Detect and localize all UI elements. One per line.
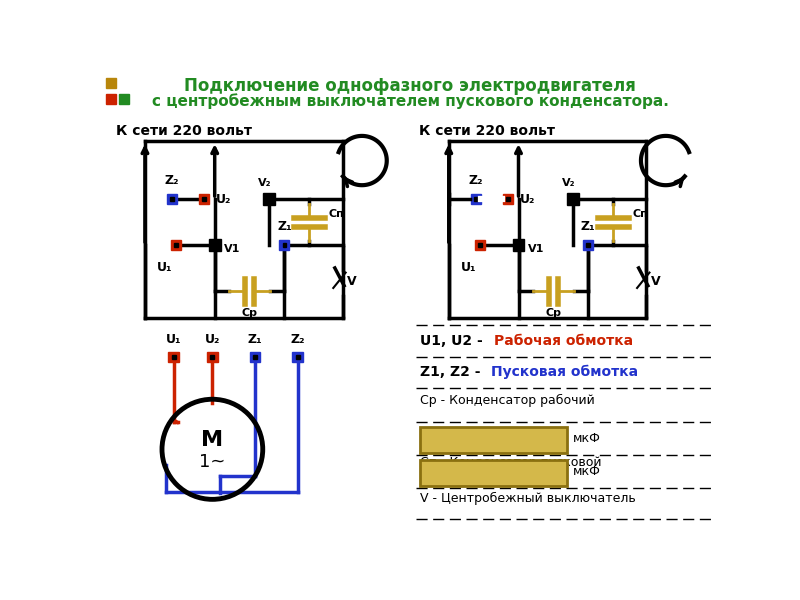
Bar <box>118 94 129 104</box>
Bar <box>292 352 303 362</box>
Text: U₁: U₁ <box>166 333 182 346</box>
Bar <box>106 78 116 88</box>
Text: 1~: 1~ <box>199 452 226 470</box>
Text: Z₂: Z₂ <box>469 174 483 187</box>
Bar <box>474 197 478 201</box>
Bar <box>250 352 261 362</box>
Text: U₂: U₂ <box>216 193 232 206</box>
Bar <box>263 193 274 205</box>
Text: К сети 220 вольт: К сети 220 вольт <box>115 124 251 139</box>
Text: Z1, Z2 -: Z1, Z2 - <box>420 365 486 379</box>
Bar <box>502 194 513 204</box>
Bar <box>253 355 257 359</box>
Bar <box>168 352 179 362</box>
Bar <box>171 240 181 250</box>
Text: V₂: V₂ <box>562 178 576 187</box>
Text: Z₂: Z₂ <box>290 333 305 346</box>
Text: Подключение однофазного электродвигателя: Подключение однофазного электродвигателя <box>184 77 636 95</box>
Text: Cр - Конденсатор рабочий: Cр - Конденсатор рабочий <box>420 394 595 407</box>
Bar <box>420 460 567 486</box>
Text: Cп - Конденсатор пусковой: Cп - Конденсатор пусковой <box>420 456 602 469</box>
Bar <box>474 240 485 250</box>
Bar <box>583 240 594 250</box>
Bar <box>513 239 524 251</box>
Text: V1: V1 <box>528 244 544 254</box>
Bar <box>478 244 482 247</box>
Text: V1: V1 <box>224 244 240 254</box>
Bar <box>420 427 567 453</box>
Text: Z₁: Z₁ <box>248 333 262 346</box>
Text: К сети 220 вольт: К сети 220 вольт <box>419 124 555 139</box>
Bar <box>202 197 206 201</box>
Bar <box>106 94 116 104</box>
Text: V - Центробежный выключатель: V - Центробежный выключатель <box>420 493 636 505</box>
Bar <box>199 194 209 204</box>
Text: Рабочая обмотка: Рабочая обмотка <box>494 334 633 348</box>
Text: Z₂: Z₂ <box>165 174 179 187</box>
Text: мкФ: мкФ <box>573 433 601 445</box>
Bar <box>279 240 290 250</box>
Bar <box>207 352 218 362</box>
Text: U₂: U₂ <box>520 193 535 206</box>
Text: Cр: Cр <box>242 308 258 319</box>
Text: U₁: U₁ <box>157 260 172 274</box>
Bar <box>171 355 176 359</box>
Bar <box>567 193 578 205</box>
Bar <box>295 355 300 359</box>
Text: Cр: Cр <box>546 308 562 319</box>
Text: V: V <box>651 275 661 289</box>
Bar <box>210 355 214 359</box>
Text: U₁: U₁ <box>460 260 476 274</box>
Text: V: V <box>347 275 357 289</box>
Text: М: М <box>202 430 223 450</box>
Text: Пусковая обмотка: Пусковая обмотка <box>491 365 638 379</box>
Bar <box>506 197 510 201</box>
Text: Z₁: Z₁ <box>581 220 595 233</box>
Text: Cп: Cп <box>633 209 648 220</box>
Bar <box>209 239 221 251</box>
Text: U₂: U₂ <box>205 333 220 346</box>
Bar <box>471 194 481 204</box>
Bar <box>167 194 177 204</box>
Text: U1, U2 -: U1, U2 - <box>420 334 488 348</box>
Text: Z₁: Z₁ <box>277 220 292 233</box>
Bar <box>282 244 286 247</box>
Text: мкФ: мкФ <box>573 465 601 478</box>
Bar <box>170 197 174 201</box>
Bar <box>174 244 178 247</box>
Bar <box>586 244 590 247</box>
Text: V₂: V₂ <box>258 178 272 187</box>
Text: Cп: Cп <box>329 209 344 220</box>
Text: с центробежным выключателем пускового конденсатора.: с центробежным выключателем пускового ко… <box>151 94 669 109</box>
